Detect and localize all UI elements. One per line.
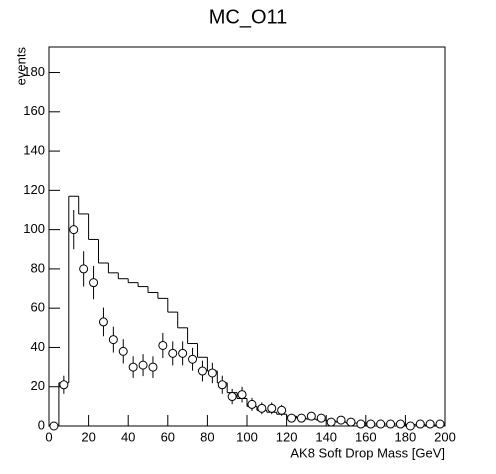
data-point [336, 415, 346, 425]
data-point [227, 392, 237, 402]
data-point [366, 419, 376, 429]
y-tick-label: 80 [31, 260, 45, 275]
data-point [178, 348, 188, 358]
x-axis-label: AK8 Soft Drop Mass [GeV] [290, 445, 445, 460]
data-point [356, 419, 366, 429]
data-point [59, 380, 69, 390]
data-point [168, 348, 178, 358]
data-point [118, 346, 128, 356]
data-point [148, 362, 158, 372]
data-point [79, 264, 89, 274]
data-point [326, 417, 336, 427]
data-point [128, 362, 138, 372]
data-point [197, 366, 207, 376]
y-axis-label: events [13, 47, 28, 86]
x-tick-label: 100 [236, 429, 258, 444]
data-point [207, 368, 217, 378]
data-point [237, 390, 247, 400]
data-point [415, 419, 425, 429]
data-point [158, 340, 168, 350]
data-point [217, 380, 227, 390]
data-point [267, 403, 277, 413]
data-point [89, 278, 99, 288]
data-point [138, 360, 148, 370]
data-point [306, 411, 316, 421]
data-point [395, 419, 405, 429]
data-point [247, 399, 257, 409]
x-tick-label: 80 [200, 429, 214, 444]
x-tick-label: 140 [315, 429, 337, 444]
data-point [386, 419, 396, 429]
data-point [376, 419, 386, 429]
x-tick-label: 20 [81, 429, 95, 444]
x-tick-label: 200 [434, 429, 456, 444]
x-tick-label: 0 [45, 429, 52, 444]
data-point [316, 413, 326, 423]
data-point [425, 419, 435, 429]
y-tick-label: 0 [38, 417, 45, 432]
y-tick-label: 140 [23, 143, 45, 158]
y-tick-label: 160 [23, 103, 45, 118]
x-tick-label: 120 [276, 429, 298, 444]
data-point [188, 354, 198, 364]
x-tick-label: 180 [395, 429, 417, 444]
data-point [69, 225, 79, 235]
data-point [277, 405, 287, 415]
data-point [49, 421, 59, 431]
y-tick-label: 120 [23, 182, 45, 197]
y-tick-label: 40 [31, 339, 45, 354]
y-tick-label: 100 [23, 221, 45, 236]
x-tick-label: 40 [121, 429, 135, 444]
chart-title: MC_O11 [209, 6, 288, 28]
data-point [435, 419, 445, 429]
x-tick-label: 60 [161, 429, 175, 444]
data-point [296, 413, 306, 423]
data-point [98, 317, 108, 327]
x-tick-label: 160 [355, 429, 377, 444]
data-point [405, 421, 415, 431]
y-tick-label: 60 [31, 300, 45, 315]
y-tick-label: 20 [31, 378, 45, 393]
data-point [257, 403, 267, 413]
data-point [287, 413, 297, 423]
y-tick-label: 180 [23, 64, 45, 79]
data-point [108, 335, 118, 345]
data-point [346, 417, 356, 427]
